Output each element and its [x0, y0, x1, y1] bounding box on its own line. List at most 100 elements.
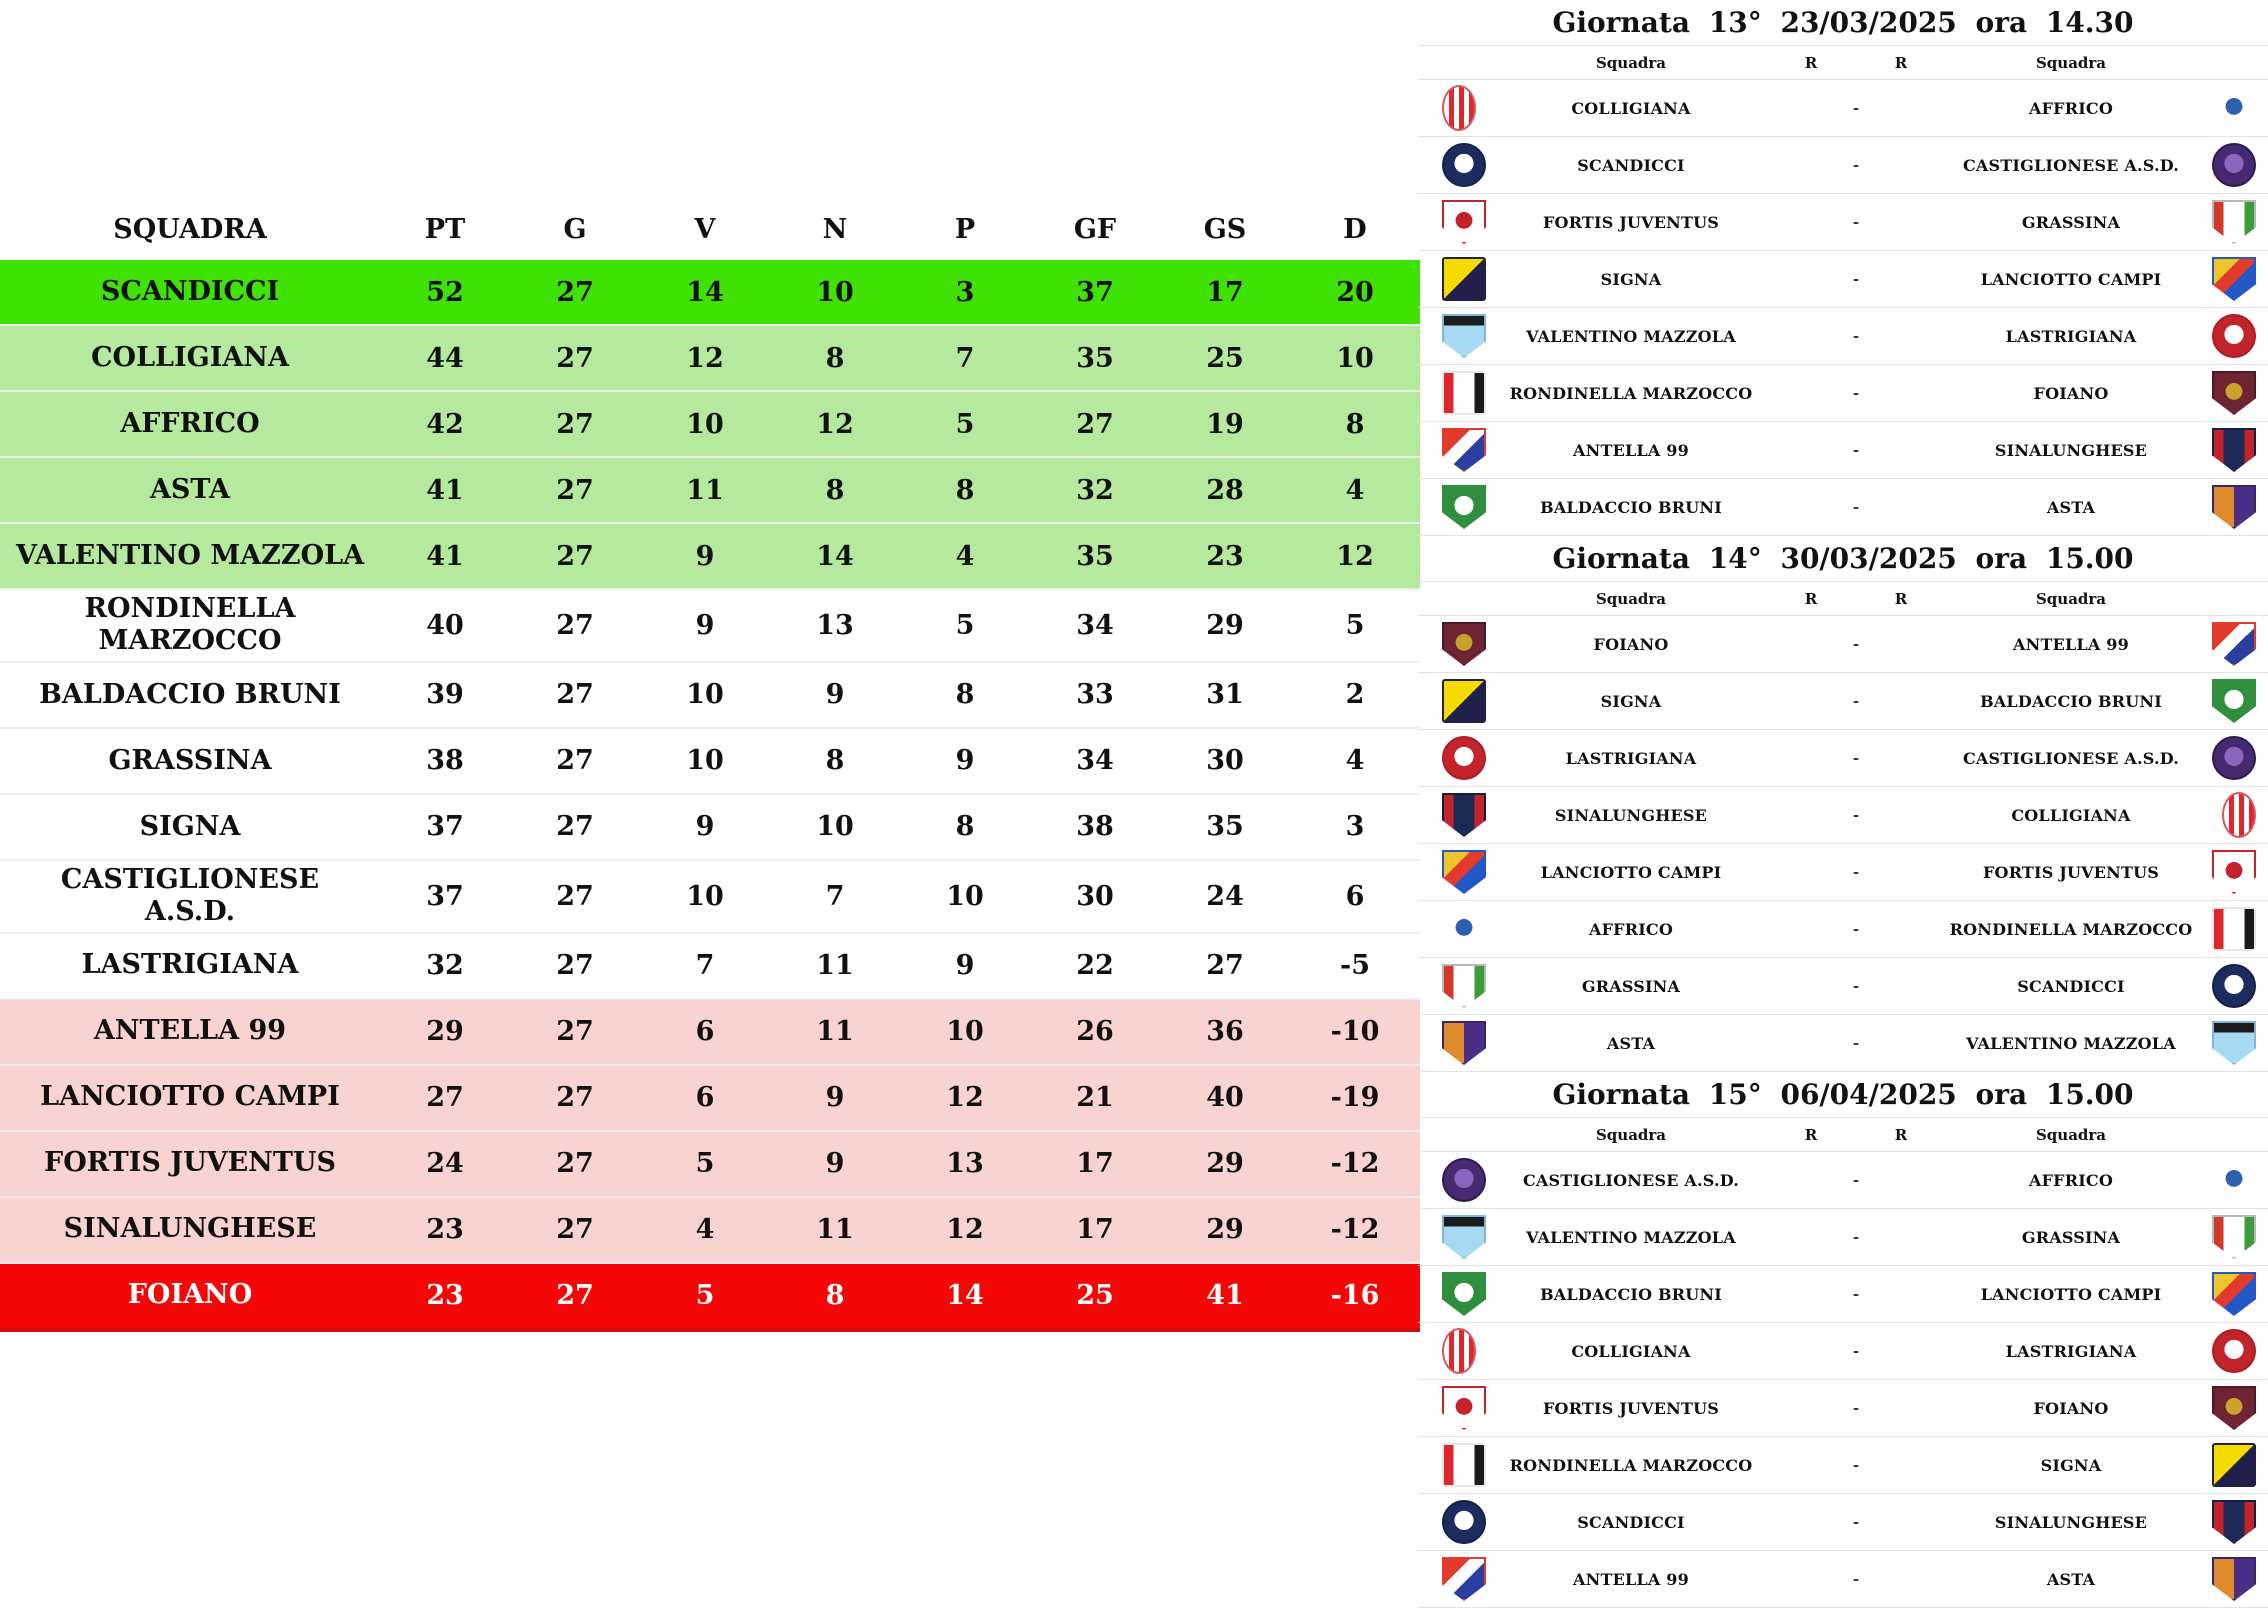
fixture-away-team: ANTELLA 99 — [2013, 634, 2129, 654]
standings-stat-g: 27 — [556, 1016, 594, 1048]
team-logo-baldaccio-bruni — [1442, 485, 1486, 529]
standings-stat-gs: 36 — [1206, 1016, 1244, 1048]
standings-stat-n: 11 — [816, 1214, 854, 1246]
standings-stat-v: 12 — [686, 342, 724, 374]
standings-team-name: VALENTINO MAZZOLA — [15, 539, 365, 571]
fixture-away-team: GRASSINA — [2021, 212, 2121, 232]
standings-row: ASTA 41 27 11 8 8 32 28 4 — [0, 458, 1420, 524]
standings-stat-n: 11 — [816, 950, 854, 982]
standings-stat-g: 27 — [556, 342, 594, 374]
fixture-home-team: SCANDICCI — [1577, 1512, 1685, 1532]
team-logo-sinalunghese — [2212, 428, 2256, 472]
standings-stat-v: 4 — [695, 1214, 715, 1246]
standings-stat-gs: 41 — [1206, 1280, 1244, 1312]
fixture-row: RONDINELLA MARZOCCO - SIGNA — [1418, 1437, 2268, 1494]
standings-stat-gs: 28 — [1206, 474, 1244, 506]
standings-team-name: ASTA — [149, 473, 230, 505]
standings-stat-n: 9 — [825, 1148, 845, 1180]
team-logo-antella-99 — [2212, 622, 2256, 666]
matchday-section: Giornata 14° 30/03/2025 ora 15.00 Squadra… — [1418, 536, 2268, 1072]
fixture-result: - — [1852, 441, 1860, 459]
standings-row: VALENTINO MAZZOLA 41 27 9 14 4 35 23 12 — [0, 524, 1420, 590]
standings-stat-v: 5 — [695, 1280, 715, 1312]
standings-stat-d: -5 — [1340, 950, 1370, 982]
standings-stat-d: 10 — [1336, 342, 1374, 374]
fixture-home-team: AFFRICO — [1589, 919, 1673, 939]
standings-row: COLLIGIANA 44 27 12 8 7 35 25 10 — [0, 326, 1420, 392]
matchday-section: Giornata 15° 06/04/2025 ora 15.00 Squadra… — [1418, 1072, 2268, 1608]
fixture-row: VALENTINO MAZZOLA - GRASSINA — [1418, 1209, 2268, 1266]
fixture-result: - — [1852, 863, 1860, 881]
standings-stat-p: 3 — [955, 276, 975, 308]
team-logo-grassina — [2212, 200, 2256, 244]
fixtures-col-header-r2: R — [1894, 53, 1908, 72]
fixture-row: ANTELLA 99 - ASTA — [1418, 1551, 2268, 1608]
fixture-result: - — [1852, 1513, 1860, 1531]
standings-col-header-n: N — [822, 213, 848, 245]
fixture-home-team: BALDACCIO BRUNI — [1540, 1284, 1722, 1304]
fixture-away-team: FORTIS JUVENTUS — [1983, 862, 2159, 882]
standings-team-name: GRASSINA — [108, 744, 272, 776]
standings-stat-pt: 29 — [426, 1016, 464, 1048]
standings-stat-gs: 31 — [1206, 679, 1244, 711]
team-logo-rondinella-marzocco — [1442, 371, 1486, 415]
standings-stat-gf: 27 — [1076, 408, 1114, 440]
standings-stat-gs: 27 — [1206, 950, 1244, 982]
team-logo-sinalunghese — [1442, 793, 1486, 837]
fixtures-panel: Giornata 13° 23/03/2025 ora 14.30 Squadra… — [1418, 0, 2268, 1608]
fixture-home-team: SIGNA — [1600, 269, 1662, 289]
team-logo-castiglionese-a-s-d — [2212, 143, 2256, 187]
fixture-away-team: SINALUNGHESE — [1994, 440, 2148, 460]
standings-stat-d: -10 — [1330, 1016, 1380, 1048]
fixture-away-team: ASTA — [2046, 497, 2096, 517]
standings-col-header-squadra: SQUADRA — [113, 213, 267, 245]
team-logo-foiano — [1442, 622, 1486, 666]
standings-stat-n: 8 — [825, 745, 845, 777]
standings-stat-v: 14 — [686, 276, 724, 308]
fixture-away-team: BALDACCIO BRUNI — [1980, 691, 2162, 711]
team-logo-sinalunghese — [2212, 1500, 2256, 1544]
standings-stat-g: 27 — [556, 1148, 594, 1180]
fixture-result: - — [1852, 1034, 1860, 1052]
standings-stat-d: 2 — [1345, 679, 1365, 711]
fixture-away-team: SCANDICCI — [2017, 976, 2125, 996]
team-logo-lanciotto-campi — [2212, 257, 2256, 301]
fixture-result: - — [1852, 1171, 1860, 1189]
fixture-result: - — [1852, 213, 1860, 231]
team-logo-lastrigiana — [2212, 1329, 2256, 1373]
fixture-row: LASTRIGIANA - CASTIGLIONESE A.S.D. — [1418, 730, 2268, 787]
team-logo-foiano — [2212, 1386, 2256, 1430]
standings-stat-gs: 29 — [1206, 1214, 1244, 1246]
standings-stat-p: 14 — [946, 1280, 984, 1312]
team-logo-lastrigiana — [1442, 736, 1486, 780]
fixture-home-team: SIGNA — [1600, 691, 1662, 711]
standings-stat-n: 14 — [816, 540, 854, 572]
fixtures-col-header-home-squadra: Squadra — [1595, 1125, 1667, 1144]
standings-team-name: SCANDICCI — [100, 275, 280, 307]
standings-stat-g: 27 — [556, 609, 594, 641]
standings-stat-d: 5 — [1345, 609, 1365, 641]
fixture-home-team: VALENTINO MAZZOLA — [1526, 1227, 1736, 1247]
standings-stat-gs: 17 — [1206, 276, 1244, 308]
standings-stat-p: 8 — [955, 474, 975, 506]
standings-stat-n: 9 — [825, 679, 845, 711]
standings-stat-gs: 35 — [1206, 811, 1244, 843]
fixture-result: - — [1852, 977, 1860, 995]
standings-stat-gf: 17 — [1076, 1148, 1114, 1180]
standings-stat-pt: 32 — [426, 950, 464, 982]
standings-stat-pt: 23 — [426, 1280, 464, 1312]
standings-stat-gs: 30 — [1206, 745, 1244, 777]
fixture-result: - — [1852, 1342, 1860, 1360]
standings-stat-p: 12 — [946, 1214, 984, 1246]
standings-stat-n: 8 — [825, 474, 845, 506]
standings-stat-p: 8 — [955, 811, 975, 843]
fixture-home-team: RONDINELLA MARZOCCO — [1509, 383, 1753, 403]
standings-stat-p: 10 — [946, 1016, 984, 1048]
fixture-home-team: RONDINELLA MARZOCCO — [1509, 1455, 1753, 1475]
standings-col-header-gf: GF — [1073, 213, 1117, 245]
standings-stat-p: 12 — [946, 1082, 984, 1114]
standings-stat-pt: 23 — [426, 1214, 464, 1246]
standings-stat-gf: 22 — [1076, 950, 1114, 982]
standings-stat-p: 10 — [946, 880, 984, 912]
fixture-away-team: FOIANO — [2033, 1398, 2109, 1418]
